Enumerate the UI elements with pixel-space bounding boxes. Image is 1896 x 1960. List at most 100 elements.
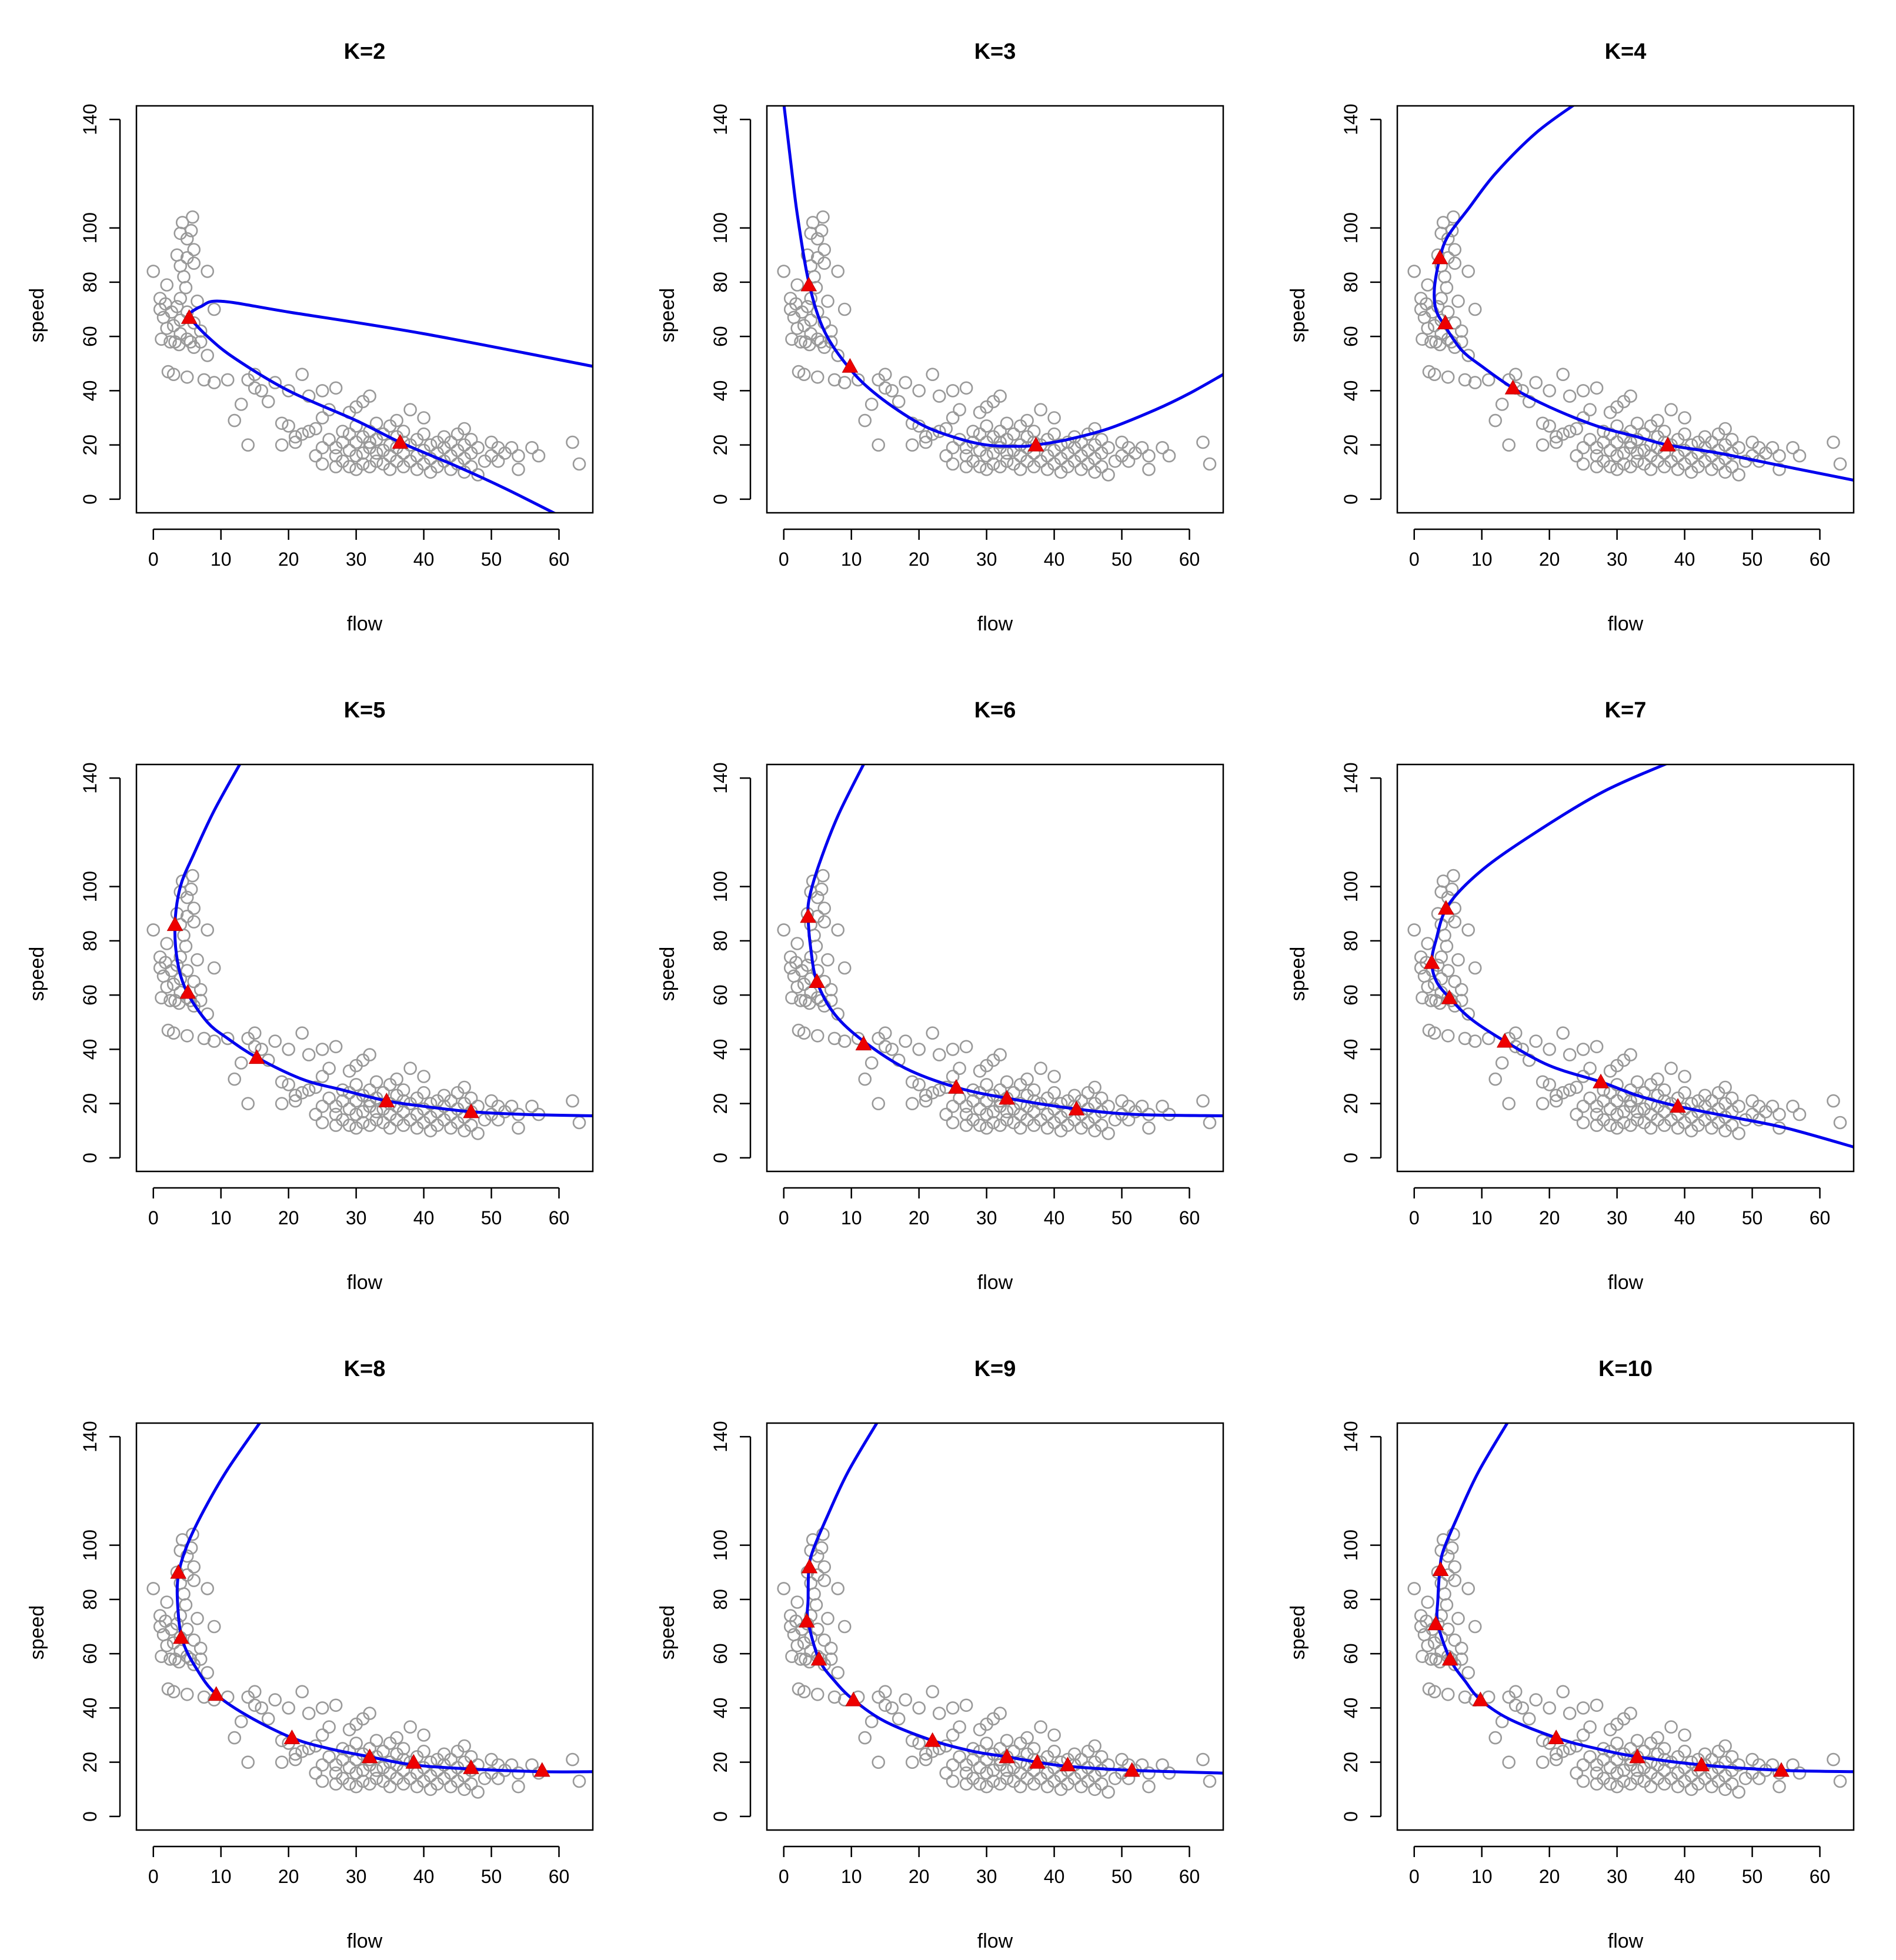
- data-point: [309, 449, 323, 463]
- data-point: [1196, 435, 1210, 449]
- y-tick-label: 100: [1340, 871, 1361, 902]
- x-tick-label: 20: [278, 549, 299, 570]
- data-point: [797, 1026, 811, 1040]
- x-tick-label: 40: [1044, 1207, 1065, 1228]
- data-point: [201, 1582, 215, 1595]
- data-point: [369, 1105, 383, 1118]
- data-point: [309, 1107, 323, 1121]
- y-tick-label: 20: [79, 435, 101, 456]
- data-point: [777, 265, 790, 278]
- data-point: [1427, 1026, 1441, 1040]
- y-tick-label: 140: [1340, 762, 1361, 793]
- x-tick-label: 30: [346, 1207, 367, 1228]
- data-point: [417, 411, 430, 425]
- data-point: [363, 435, 376, 449]
- data-point: [376, 1744, 390, 1758]
- data-point: [932, 1707, 946, 1720]
- data-point: [1617, 1116, 1631, 1130]
- data-point: [322, 1061, 336, 1075]
- data-point: [966, 1752, 980, 1767]
- data-point: [444, 435, 458, 449]
- y-tick-label: 140: [79, 762, 101, 793]
- data-point: [403, 403, 417, 417]
- data-point: [1576, 1758, 1590, 1772]
- data-point: [1644, 438, 1658, 452]
- data-point: [1047, 427, 1061, 441]
- data-point: [180, 1549, 194, 1563]
- data-point: [1454, 994, 1468, 1007]
- data-point: [785, 991, 799, 1004]
- data-point: [444, 1752, 458, 1767]
- data-point: [1610, 1766, 1624, 1780]
- data-point: [322, 433, 336, 446]
- y-axis: 0 20 40 60 80 100 140: [710, 1421, 752, 1822]
- data-point: [1644, 1779, 1658, 1794]
- data-point: [1013, 1121, 1027, 1135]
- data-point: [1678, 411, 1691, 425]
- data-point: [939, 1107, 953, 1121]
- knot-marker: [1427, 1615, 1444, 1631]
- data-point: [315, 1774, 329, 1788]
- knot-marker: [1693, 1757, 1710, 1772]
- data-point: [831, 923, 844, 937]
- data-point: [946, 440, 960, 455]
- knot-marker: [463, 1103, 479, 1118]
- data-point: [1000, 1734, 1014, 1748]
- scatter-points: [777, 1527, 1217, 1799]
- data-point: [228, 1731, 242, 1745]
- knot-marker: [1504, 379, 1521, 395]
- data-point: [946, 457, 960, 471]
- data-point: [858, 413, 872, 428]
- curve-group: [782, 106, 1223, 452]
- x-tick-label: 30: [1607, 1866, 1628, 1887]
- data-point: [155, 332, 168, 346]
- data-point: [790, 1595, 804, 1609]
- data-point: [946, 1758, 960, 1772]
- data-point: [1556, 1026, 1570, 1040]
- data-point: [1000, 1772, 1014, 1785]
- data-point: [1445, 882, 1459, 896]
- data-point: [180, 370, 194, 384]
- data-point: [193, 335, 208, 349]
- x-axis: 0 10 20 30 40 50 60: [779, 1187, 1200, 1228]
- data-point: [1773, 1107, 1786, 1121]
- data-point: [1792, 449, 1807, 463]
- data-point: [939, 1766, 953, 1780]
- data-point: [186, 1527, 199, 1541]
- data-point: [155, 1650, 168, 1663]
- y-tick-label: 40: [710, 1698, 731, 1719]
- data-point: [288, 1752, 302, 1767]
- y-tick-label: 0: [79, 1811, 101, 1822]
- knot-marker: [1431, 249, 1448, 265]
- data-point: [1563, 1707, 1577, 1720]
- data-point: [234, 398, 248, 411]
- data-point: [207, 1620, 221, 1634]
- data-point: [1101, 1127, 1115, 1140]
- data-point: [980, 1766, 993, 1780]
- data-point: [986, 1774, 1000, 1788]
- y-tick-label: 100: [79, 212, 101, 243]
- y-tick-label: 140: [79, 1421, 101, 1452]
- data-point: [349, 1737, 363, 1750]
- data-point: [566, 435, 579, 449]
- data-point: [817, 1633, 831, 1647]
- y-tick-label: 140: [1340, 1421, 1361, 1452]
- y-tick-label: 60: [710, 984, 731, 1006]
- data-point: [1088, 1080, 1101, 1094]
- scatter-points: [146, 210, 586, 482]
- x-tick-label: 40: [413, 1207, 435, 1228]
- data-point: [1020, 1072, 1034, 1086]
- data-point: [193, 324, 208, 338]
- data-point: [1827, 1752, 1840, 1767]
- data-point: [1088, 422, 1101, 436]
- y-tick-label: 80: [710, 272, 731, 293]
- data-point: [329, 1698, 343, 1712]
- data-point: [566, 1094, 579, 1108]
- data-point: [905, 1097, 919, 1110]
- data-point: [1468, 376, 1482, 389]
- data-point: [973, 427, 987, 441]
- data-point: [1441, 1029, 1455, 1043]
- data-point: [396, 425, 410, 438]
- data-point: [572, 1774, 586, 1788]
- data-point: [1651, 1731, 1664, 1745]
